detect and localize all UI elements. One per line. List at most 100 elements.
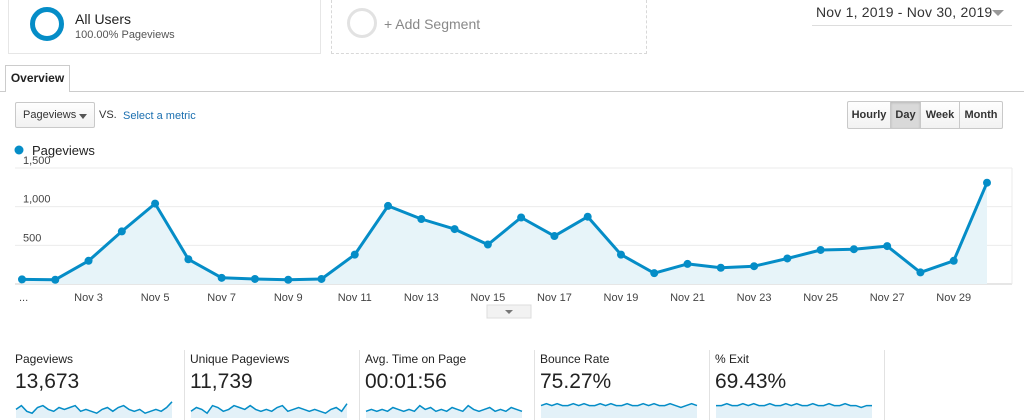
pageviews-area: [22, 182, 987, 284]
month-button[interactable]: Month: [960, 101, 1003, 129]
sparkline-area: [366, 405, 522, 418]
data-point[interactable]: [151, 199, 160, 208]
data-point[interactable]: [650, 269, 659, 278]
date-range-picker[interactable]: Nov 1, 2019 - Nov 30, 2019: [812, 2, 1012, 26]
sparkline: [540, 402, 698, 418]
sparkline: [15, 401, 173, 418]
summary-label: Bounce Rate: [540, 352, 610, 366]
x-tick-label: Nov 29: [936, 292, 971, 304]
segment-ring-icon: [30, 7, 64, 41]
pageviews-chart: 500 1,000 1,500 ... Nov 3 Nov 5 Nov 7 Nov 9 Nov…: [14, 143, 1013, 319]
metric-select[interactable]: Pageviews: [15, 102, 95, 128]
x-tick-label: Nov 19: [604, 292, 639, 304]
data-point[interactable]: [350, 250, 359, 259]
sparkline-area: [541, 403, 697, 418]
date-range-text: Nov 1, 2019 - Nov 30, 2019: [816, 4, 993, 20]
x-tick-label: Nov 17: [537, 292, 572, 304]
x-tick-label: Nov 27: [870, 292, 905, 304]
data-point[interactable]: [583, 212, 592, 221]
data-point[interactable]: [450, 225, 459, 234]
chart-legend-label: Pageviews: [32, 143, 95, 158]
tab-overview[interactable]: Overview: [5, 65, 70, 92]
data-point[interactable]: [384, 201, 393, 210]
tab-divider: [0, 91, 1024, 92]
x-tick-label: Nov 9: [274, 292, 303, 304]
data-point[interactable]: [983, 178, 991, 187]
add-segment-label: + Add Segment: [384, 16, 481, 32]
y-tick-label: 1,000: [23, 194, 51, 206]
summary-unique-pageviews: Unique Pageviews 11,739: [190, 350, 360, 420]
sparkline: [190, 403, 348, 418]
data-point[interactable]: [317, 274, 326, 283]
data-point[interactable]: [184, 255, 193, 264]
summary-value: 13,673: [15, 370, 80, 393]
x-tick-label: Nov 7: [207, 292, 236, 304]
sparkline-line: [716, 402, 872, 409]
x-tick-label: Nov 5: [141, 292, 170, 304]
empty-segment-ring-icon: [347, 8, 377, 38]
sparkline-line: [190, 403, 348, 415]
summary-divider: [184, 350, 185, 420]
data-point[interactable]: [883, 242, 892, 251]
week-button[interactable]: Week: [921, 101, 960, 129]
select-metric-link[interactable]: Select a metric: [123, 110, 196, 122]
x-tick-label: Nov 21: [670, 292, 705, 304]
add-segment-button[interactable]: + Add Segment: [331, 0, 647, 54]
summary-divider: [709, 350, 710, 420]
summary-divider: [359, 350, 360, 420]
data-point[interactable]: [18, 275, 26, 284]
x-tick-label: Nov 13: [404, 292, 439, 304]
summary-pageviews: Pageviews 13,673: [15, 350, 185, 420]
data-point[interactable]: [417, 215, 426, 224]
data-point[interactable]: [716, 263, 725, 272]
hourly-button[interactable]: Hourly: [847, 101, 891, 129]
data-point[interactable]: [517, 213, 526, 222]
segment-subtitle: 100.00% Pageviews: [75, 29, 175, 41]
summary-avg-time-on-page: Avg. Time on Page 00:01:56: [365, 350, 535, 420]
data-point[interactable]: [250, 274, 259, 283]
data-point[interactable]: [783, 254, 792, 263]
data-point[interactable]: [284, 275, 293, 284]
x-tick-label: Nov 15: [470, 292, 505, 304]
data-point[interactable]: [117, 227, 126, 236]
expand-down-icon: [505, 310, 513, 314]
summary-label: Avg. Time on Page: [365, 352, 467, 366]
summary-label: % Exit: [715, 352, 750, 366]
y-tick-label: 1,500: [23, 155, 51, 167]
data-point[interactable]: [849, 245, 858, 254]
y-tick-label: 500: [23, 232, 41, 244]
summary-bounce-rate: Bounce Rate 75.27%: [540, 350, 710, 420]
data-point[interactable]: [616, 250, 625, 259]
day-button[interactable]: Day: [891, 101, 921, 129]
segment-all-users[interactable]: All Users 100.00% Pageviews: [8, 0, 321, 54]
x-tick-label: Nov 11: [338, 292, 372, 304]
granularity-buttons: Hourly Day Week Month: [847, 101, 1003, 129]
data-point[interactable]: [949, 256, 958, 265]
x-tick-label: ...: [19, 292, 28, 304]
data-point[interactable]: [683, 259, 692, 268]
data-point[interactable]: [217, 273, 226, 282]
sparkline-area: [16, 401, 172, 418]
legend-dot-icon: [14, 145, 24, 155]
data-point[interactable]: [550, 232, 559, 241]
sparkline-line: [540, 402, 698, 409]
data-point[interactable]: [750, 262, 759, 271]
sparkline-line: [365, 404, 523, 413]
summary-value: 11,739: [190, 370, 253, 393]
summary-value: 75.27%: [540, 370, 612, 393]
x-tick-label: Nov 25: [803, 292, 838, 304]
x-tick-label: Nov 23: [737, 292, 772, 304]
sparkline: [365, 404, 523, 418]
data-point[interactable]: [51, 275, 60, 284]
vs-label: VS.: [99, 109, 117, 121]
sparkline-line: [15, 401, 173, 415]
data-point[interactable]: [483, 240, 492, 249]
data-point[interactable]: [916, 268, 925, 277]
chart-expand-handle[interactable]: [486, 304, 532, 319]
pageviews-line: [21, 182, 989, 282]
summary-divider: [534, 350, 535, 420]
caret-down-icon: [79, 114, 87, 119]
data-point[interactable]: [84, 256, 93, 265]
data-point[interactable]: [816, 245, 825, 254]
chevron-down-icon: [992, 10, 1004, 16]
